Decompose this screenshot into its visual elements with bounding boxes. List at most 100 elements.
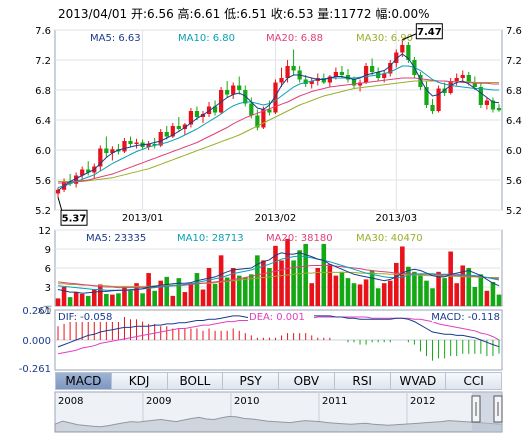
candle-body [122, 141, 127, 152]
candle [122, 138, 127, 153]
volume-bar [79, 293, 85, 306]
volume-bar [418, 275, 423, 306]
candle-body [442, 88, 447, 93]
overview-year-label: 2010 [234, 396, 259, 407]
volume-bar [110, 294, 115, 306]
candle-body [86, 169, 91, 173]
candle-body [339, 72, 345, 75]
volume-bar [351, 283, 357, 306]
candle-body [448, 81, 453, 93]
candle [442, 82, 447, 96]
overview-panel[interactable]: 2008 2009 2010 2011 2012 [54, 391, 503, 433]
volume-bar [176, 278, 182, 306]
volume-bar [315, 268, 321, 306]
macd-label-bg [248, 311, 314, 322]
price-ma-label: MA30: 6.90 [356, 33, 413, 44]
overview-year-label: 2008 [58, 396, 83, 407]
price-tick-right: 7.6 [506, 26, 522, 37]
tab-wvad[interactable]: WVAD [391, 373, 447, 389]
tab-kdj[interactable]: KDJ [112, 373, 168, 389]
volume-bar [98, 284, 103, 306]
overview-left-handle[interactable] [471, 395, 481, 423]
macd-label-bg [57, 311, 123, 322]
candle-body [279, 78, 284, 83]
volume-ma-label: MA10: 28713 [177, 233, 244, 244]
volume-bar [200, 289, 206, 306]
volume-bar [104, 293, 109, 306]
candle [388, 60, 393, 77]
volume-bar [454, 283, 459, 306]
candle-body [303, 79, 308, 84]
candle [152, 138, 157, 149]
candle-body [309, 81, 314, 84]
volume-bar [236, 275, 242, 306]
volume-ma20-line [57, 265, 500, 289]
volume-bar [442, 278, 447, 306]
tab-cci[interactable]: CCI [463, 374, 484, 388]
volume-bar [224, 277, 230, 306]
candle [448, 78, 453, 95]
overview-right-handle[interactable] [493, 395, 503, 423]
candle-body [285, 66, 290, 78]
macd-tick: -0.261 [19, 364, 51, 375]
candle-body [80, 169, 85, 176]
volume-bar [412, 271, 417, 306]
candle-body [188, 111, 194, 125]
high-label-box [415, 23, 443, 40]
volume-bar [400, 246, 405, 306]
candle-body [490, 100, 496, 110]
volume-bar [267, 268, 272, 306]
candle-body [152, 144, 157, 146]
candle-body [255, 115, 260, 128]
candle [55, 187, 61, 198]
tab-rsi[interactable]: RSI [335, 373, 391, 389]
candle-body [382, 73, 387, 78]
volume-bar [261, 260, 266, 306]
volume-ma-label: MA5: 23335 [86, 233, 146, 244]
candle-body [472, 82, 477, 87]
volume-tick: 6 [45, 264, 51, 275]
volume-bar [490, 281, 496, 306]
candle [104, 136, 109, 158]
price-tick-left: 6.4 [35, 116, 51, 127]
candle [424, 81, 429, 108]
candle [164, 126, 169, 140]
price-ma-label: MA5: 6.63 [90, 33, 141, 44]
candle [188, 108, 194, 128]
overview-year-label: 2011 [322, 396, 347, 407]
candle [219, 87, 224, 114]
volume-bar [134, 283, 139, 306]
volume-tick: 9 [45, 245, 51, 256]
volume-bar [478, 274, 484, 306]
candle-body [164, 132, 169, 137]
candle-body [170, 126, 175, 137]
candle [309, 78, 314, 89]
candle [490, 97, 496, 113]
tab-obv[interactable]: OBV [279, 373, 335, 389]
volume-ma30-line [58, 271, 499, 287]
candle-body [237, 85, 242, 90]
macd-label: MACD: -0.118 [431, 312, 500, 323]
candle-body [466, 75, 471, 83]
candle [200, 111, 206, 123]
candle-body [74, 175, 79, 184]
volume-bar [285, 238, 290, 306]
candle [74, 172, 79, 188]
candle [430, 99, 435, 114]
tab-psy[interactable]: PSY [223, 373, 279, 389]
volume-bar [333, 275, 339, 306]
volume-ma-label: MA20: 38180 [266, 233, 333, 244]
tab-macd[interactable]: MACD [56, 373, 112, 389]
candle [146, 141, 151, 150]
volume-bar [309, 283, 315, 306]
volume-bar [363, 279, 369, 306]
candle-body [219, 90, 224, 113]
candle-body [400, 45, 405, 53]
candle [212, 100, 218, 116]
volume-bar [242, 277, 248, 306]
price-tick-right: 5.2 [506, 206, 522, 217]
volume-bar [73, 292, 79, 306]
tab-boll[interactable]: BOLL [168, 373, 224, 389]
volume-bar [484, 290, 490, 306]
candle-body [333, 72, 338, 77]
